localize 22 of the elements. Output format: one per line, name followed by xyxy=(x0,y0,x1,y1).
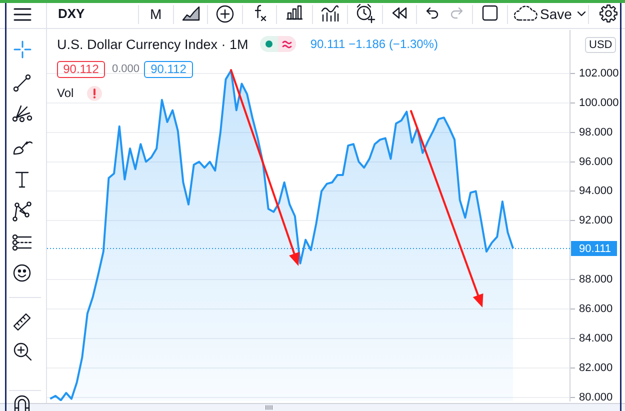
y-tick-label: 100.000 xyxy=(579,96,619,109)
y-tick-label: 102.000 xyxy=(579,67,619,80)
y-tick-label: 80.000 xyxy=(579,391,613,404)
y-tick-label: 96.000 xyxy=(579,156,613,168)
y-tick-label: 92.000 xyxy=(579,214,613,227)
annotation: 90.112 xyxy=(144,61,193,78)
y-tick-label: 82.000 xyxy=(579,362,613,374)
y-tick-label: 84.000 xyxy=(579,332,613,344)
annotation: 0.000 xyxy=(112,62,140,77)
text: USD xyxy=(585,37,616,53)
text: M xyxy=(150,5,162,23)
ref-line-label: 90.111 xyxy=(579,242,612,255)
text: U.S. Dollar Currency Index · 1M xyxy=(57,36,248,52)
text: Save xyxy=(540,5,572,23)
y-tick-label: 86.000 xyxy=(579,303,613,316)
y-tick-label: 98.000 xyxy=(579,126,613,138)
y-tick-label: 94.000 xyxy=(579,185,613,198)
y-tick-label: 88.000 xyxy=(579,274,613,286)
text: 90.111 −1.186 (−1.30%) xyxy=(310,37,438,51)
text: DXY xyxy=(58,5,85,23)
annotation: 90.112 xyxy=(57,61,105,78)
annotation: Vol xyxy=(57,86,74,101)
